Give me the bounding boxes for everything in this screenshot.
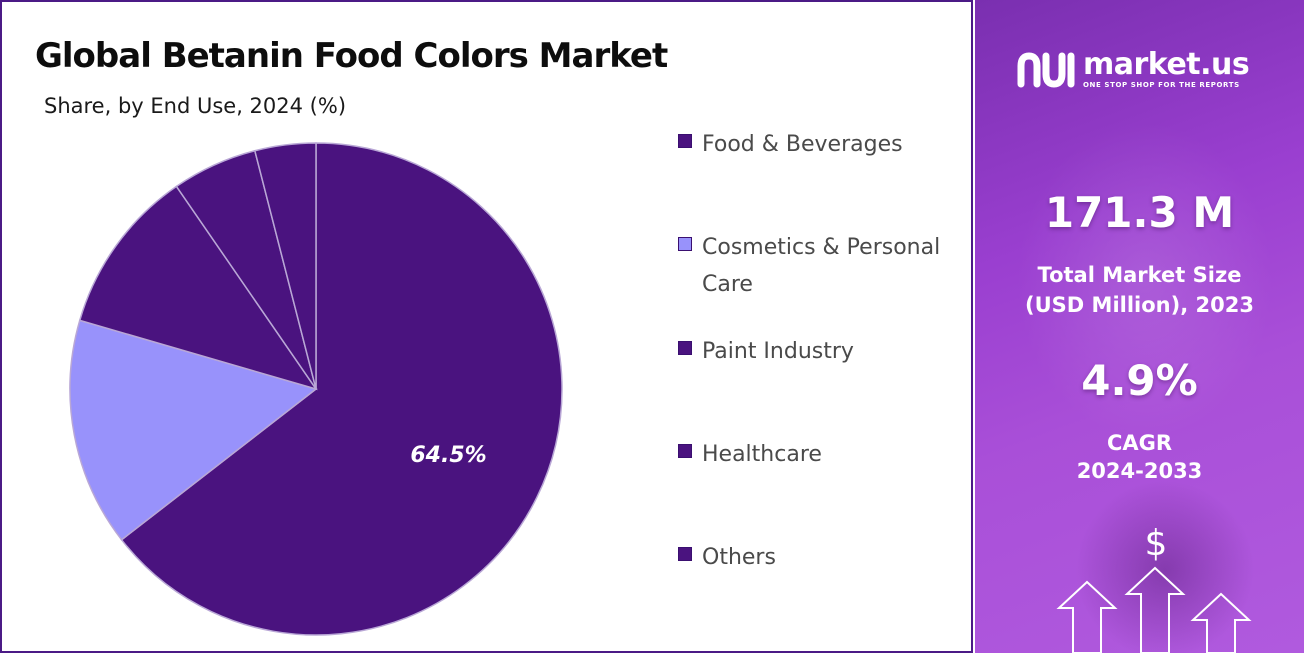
cagr-label-line2: 2024-2033 [1076, 459, 1203, 483]
legend-item: Food & Beverages [678, 126, 942, 163]
chart-title: Global Betanin Food Colors Market [35, 36, 668, 76]
legend-item: Cosmetics & Personal Care [678, 229, 942, 303]
legend-item: Paint Industry [678, 333, 942, 370]
up-arrow-icon [1124, 566, 1186, 653]
legend-label: Paint Industry [702, 339, 854, 364]
pie-data-label: 64.5% [410, 443, 486, 468]
legend-swatch [678, 237, 692, 251]
chart-legend: Food & Beverages Cosmetics & Personal Car… [678, 2, 968, 655]
legend-item: Others [678, 539, 942, 576]
legend-swatch [678, 341, 692, 355]
growth-illustration: $ [1056, 523, 1252, 653]
background-glow [1015, 120, 1275, 440]
legend-swatch [678, 547, 692, 561]
market-size-label-line2: (USD Million), 2023 [1025, 293, 1254, 317]
chart-subtitle: Share, by End Use, 2024 (%) [44, 94, 347, 118]
up-arrow-icon [1190, 592, 1252, 653]
dollar-icon: $ [1145, 523, 1168, 564]
chart-panel: Global Betanin Food Colors Market Share,… [0, 0, 973, 653]
legend-item: Healthcare [678, 436, 942, 473]
summary-panel: market.us ONE STOP SHOP FOR THE REPORTS … [975, 0, 1304, 653]
pie-slice-cosmetics-personal-care [69, 319, 318, 541]
market-size-value: 171.3 M [1044, 188, 1235, 237]
legend-swatch [678, 134, 692, 148]
cagr-value: 4.9% [1081, 356, 1198, 405]
pie-chart: 64.5% [69, 142, 563, 636]
pie-slice-others [253, 142, 317, 390]
brand-name: market.us [1083, 47, 1250, 82]
brand-tagline: ONE STOP SHOP FOR THE REPORTS [1083, 81, 1240, 89]
market-size-label-line1: Total Market Size [1037, 263, 1242, 287]
background-shadow [1075, 480, 1255, 653]
cagr-label-line1: CAGR [1106, 431, 1173, 455]
legend-label: Food & Beverages [702, 132, 903, 157]
pie-slice-food-beverages [120, 142, 563, 636]
brand: market.us ONE STOP SHOP FOR THE REPORTS [1015, 46, 1250, 92]
pie-slice-paint-industry [78, 185, 318, 391]
legend-swatch [678, 444, 692, 458]
legend-label: Others [702, 545, 776, 570]
market-us-logo-icon [1017, 52, 1075, 88]
legend-label: Healthcare [702, 442, 822, 467]
up-arrow-icon [1056, 580, 1118, 653]
legend-label: Cosmetics & Personal Care [702, 235, 941, 297]
